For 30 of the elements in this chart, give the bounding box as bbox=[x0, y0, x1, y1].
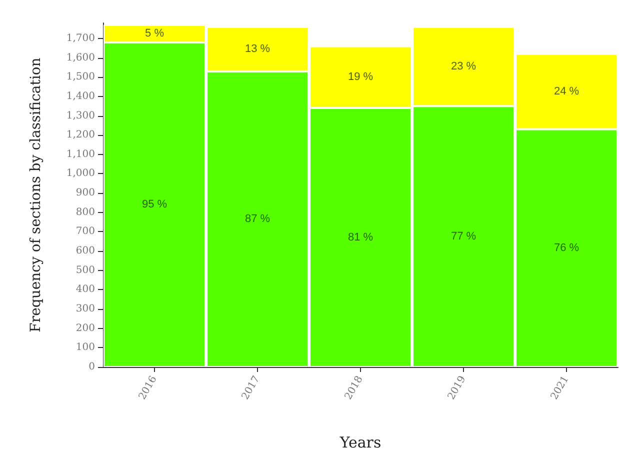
y-tick-label: 100 bbox=[76, 342, 95, 354]
y-tick-label: 1,200 bbox=[66, 130, 95, 141]
y-tick-label: 1,700 bbox=[66, 32, 95, 44]
y-tick-label: 500 bbox=[76, 264, 95, 276]
annotation: 13 % bbox=[244, 43, 270, 56]
annotation: 87 % bbox=[244, 213, 270, 226]
annotation: 76 % bbox=[554, 242, 580, 254]
y-tick-label: 400 bbox=[76, 284, 95, 296]
annotation: 81 % bbox=[348, 232, 374, 244]
y-tick-label: 1,400 bbox=[66, 90, 95, 102]
y-tick-label: 200 bbox=[76, 322, 95, 334]
x-axis-title: Years bbox=[338, 434, 382, 452]
y-tick-label: 1,000 bbox=[66, 168, 95, 180]
y-tick-label: 600 bbox=[76, 246, 95, 257]
annotation: 24 % bbox=[554, 86, 580, 98]
y-tick-label: 800 bbox=[76, 206, 95, 218]
annotation: 5 % bbox=[145, 28, 164, 40]
y-tick-label: 0 bbox=[88, 362, 95, 372]
y-tick-label: 900 bbox=[76, 188, 95, 199]
y-axis-title: Frequency of sections by classification bbox=[28, 58, 44, 332]
annotation: 23 % bbox=[450, 60, 476, 72]
annotation: 95 % bbox=[142, 198, 168, 211]
y-tick-label: 1,100 bbox=[66, 148, 95, 160]
y-tick-label: 1,500 bbox=[66, 72, 95, 83]
y-tick-label: 300 bbox=[76, 304, 95, 315]
y-tick-label: 700 bbox=[76, 226, 95, 238]
annotation: 19 % bbox=[348, 71, 374, 84]
y-tick-label: 1,300 bbox=[66, 110, 95, 122]
y-tick-label: 1,600 bbox=[66, 52, 95, 64]
annotation: 77 % bbox=[450, 230, 476, 243]
